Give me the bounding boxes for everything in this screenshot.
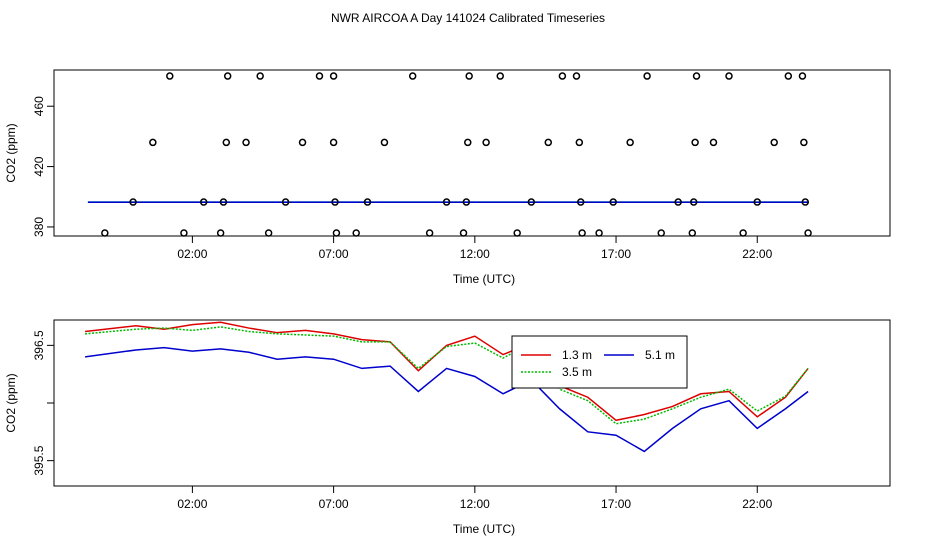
- scatter-point: [465, 139, 471, 145]
- top-points: [102, 73, 811, 236]
- scatter-point: [316, 73, 322, 79]
- bottom-x-axis: 02:00 07:00 12:00 17:00 22:00: [177, 486, 772, 511]
- top-y-axis-label: CO2 (ppm): [4, 123, 18, 182]
- bottom-x-tick-label: 22:00: [742, 497, 772, 511]
- scatter-point: [266, 230, 272, 236]
- scatter-point: [223, 139, 229, 145]
- bottom-y-tick-label: 396.5: [32, 330, 46, 360]
- scatter-point: [785, 73, 791, 79]
- scatter-point: [497, 73, 503, 79]
- scatter-point: [576, 139, 582, 145]
- series-line-1-3-m: [85, 322, 808, 420]
- legend: 1.3 m 5.1 m 3.5 m: [512, 336, 687, 388]
- scatter-point: [574, 73, 580, 79]
- top-panel: 380 420 460 02:00 07:00 12:00 17:00 22:00 Time…: [4, 70, 890, 286]
- scatter-point: [353, 230, 359, 236]
- scatter-point: [627, 139, 633, 145]
- bottom-x-tick-label: 07:00: [319, 497, 349, 511]
- bottom-series: [85, 322, 808, 451]
- scatter-point: [658, 230, 664, 236]
- top-x-tick-label: 02:00: [177, 247, 207, 261]
- scatter-point: [331, 73, 337, 79]
- bottom-plot-area: 395.5 396.5 02:00 07:00 12:00 17:00 22:00: [32, 320, 890, 511]
- scatter-point: [150, 139, 156, 145]
- bottom-x-tick-label: 17:00: [601, 497, 631, 511]
- top-x-axis: 02:00 07:00 12:00 17:00 22:00: [177, 236, 772, 261]
- top-y-axis: 380 420 460: [32, 96, 54, 237]
- scatter-point: [300, 139, 306, 145]
- bottom-y-axis: 395.5 396.5: [32, 330, 54, 476]
- scatter-point: [740, 230, 746, 236]
- scatter-point: [710, 139, 716, 145]
- scatter-point: [381, 139, 387, 145]
- legend-label-5-1m: 5.1 m: [645, 348, 675, 362]
- bottom-plot-frame: [54, 320, 890, 486]
- scatter-point: [225, 73, 231, 79]
- top-y-tick-label: 460: [32, 96, 46, 116]
- top-plot-frame: [54, 70, 890, 236]
- scatter-point: [410, 73, 416, 79]
- scatter-point: [579, 230, 585, 236]
- top-x-axis-label: Time (UTC): [453, 272, 515, 286]
- bottom-y-axis-label: CO2 (ppm): [4, 373, 18, 432]
- scatter-point: [694, 73, 700, 79]
- scatter-point: [514, 230, 520, 236]
- series-line-5-1-m: [85, 348, 808, 452]
- legend-label-1-3m: 1.3 m: [562, 348, 592, 362]
- scatter-point: [483, 139, 489, 145]
- bottom-x-tick-label: 02:00: [177, 497, 207, 511]
- scatter-point: [801, 139, 807, 145]
- legend-label-3-5m: 3.5 m: [562, 365, 592, 379]
- scatter-point: [102, 230, 108, 236]
- bottom-panel: 395.5 396.5 02:00 07:00 12:00 17:00 22:00 Tim…: [4, 320, 890, 536]
- scatter-point: [461, 230, 467, 236]
- top-x-tick-label: 17:00: [601, 247, 631, 261]
- bottom-x-tick-label: 12:00: [460, 497, 490, 511]
- bottom-x-axis-label: Time (UTC): [453, 522, 515, 536]
- top-x-tick-label: 22:00: [742, 247, 772, 261]
- scatter-point: [427, 230, 433, 236]
- scatter-point: [689, 230, 695, 236]
- top-y-tick-label: 380: [32, 217, 46, 237]
- scatter-point: [257, 73, 263, 79]
- top-x-tick-label: 07:00: [319, 247, 349, 261]
- scatter-point: [726, 73, 732, 79]
- scatter-point: [218, 230, 224, 236]
- scatter-point: [333, 230, 339, 236]
- scatter-point: [799, 73, 805, 79]
- scatter-point: [243, 139, 249, 145]
- top-x-tick-label: 12:00: [460, 247, 490, 261]
- scatter-point: [771, 139, 777, 145]
- top-y-tick-label: 420: [32, 156, 46, 176]
- scatter-point: [805, 230, 811, 236]
- scatter-point: [331, 139, 337, 145]
- scatter-point: [644, 73, 650, 79]
- scatter-point: [559, 73, 565, 79]
- legend-box: [512, 336, 687, 388]
- page-title: NWR AIRCOA A Day 141024 Calibrated Times…: [331, 11, 605, 25]
- scatter-point: [181, 230, 187, 236]
- scatter-point: [167, 73, 173, 79]
- scatter-point: [545, 139, 551, 145]
- scatter-point: [692, 139, 698, 145]
- top-plot-area: 380 420 460 02:00 07:00 12:00 17:00 22:00: [32, 70, 890, 261]
- bottom-y-tick-label: 395.5: [32, 445, 46, 475]
- scatter-point: [466, 73, 472, 79]
- scatter-point: [596, 230, 602, 236]
